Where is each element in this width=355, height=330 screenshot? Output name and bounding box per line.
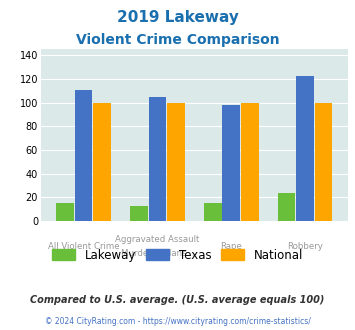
Bar <box>315 103 332 221</box>
Bar <box>75 90 93 221</box>
Bar <box>167 103 185 221</box>
Text: Rape: Rape <box>220 242 242 251</box>
Bar <box>241 103 258 221</box>
Bar <box>296 76 314 221</box>
Text: Violent Crime Comparison: Violent Crime Comparison <box>76 33 279 47</box>
Bar <box>204 203 222 221</box>
Text: Murder & Mans...: Murder & Mans... <box>121 248 194 257</box>
Text: All Violent Crime: All Violent Crime <box>48 242 119 251</box>
Text: © 2024 CityRating.com - https://www.cityrating.com/crime-statistics/: © 2024 CityRating.com - https://www.city… <box>45 317 310 326</box>
Bar <box>130 206 148 221</box>
Bar <box>56 203 74 221</box>
Text: Robbery: Robbery <box>287 242 323 251</box>
Bar <box>149 97 166 221</box>
Text: Aggravated Assault: Aggravated Assault <box>115 235 200 244</box>
Bar <box>278 193 295 221</box>
Text: Compared to U.S. average. (U.S. average equals 100): Compared to U.S. average. (U.S. average … <box>30 295 325 305</box>
Text: 2019 Lakeway: 2019 Lakeway <box>116 10 239 25</box>
Bar <box>93 103 111 221</box>
Legend: Lakeway, Texas, National: Lakeway, Texas, National <box>47 244 308 266</box>
Bar <box>223 105 240 221</box>
